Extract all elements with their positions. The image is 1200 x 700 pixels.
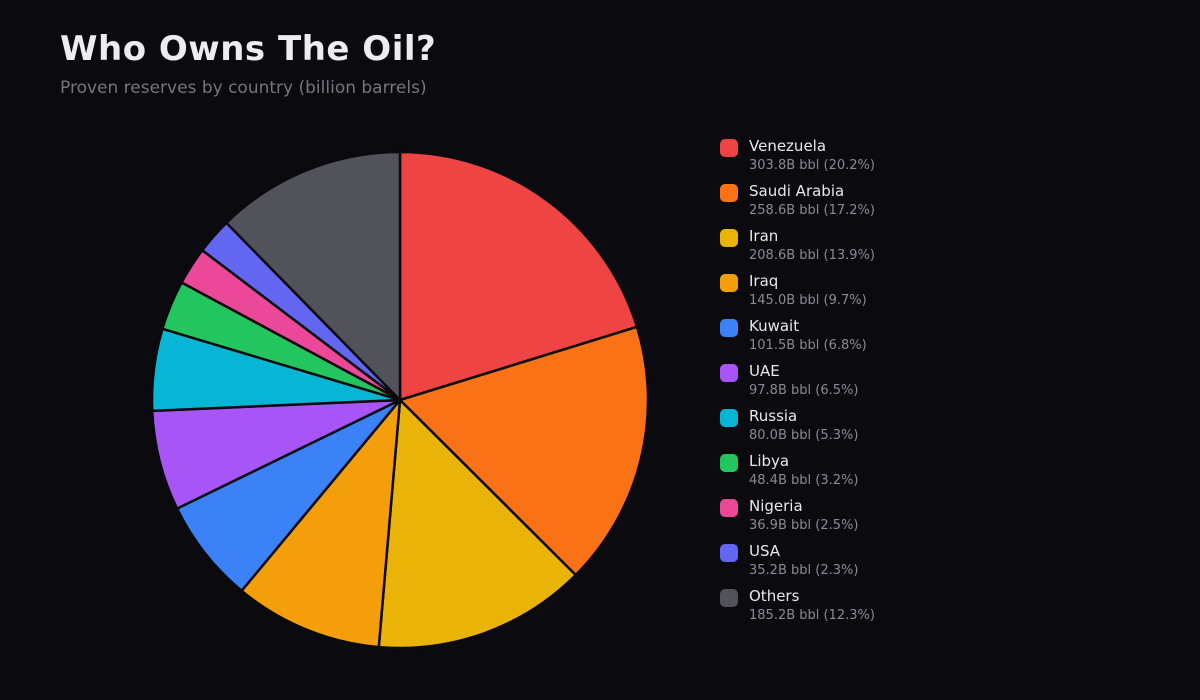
legend-label: Iraq [749,272,779,290]
legend-item-libya: Libya 48.4B bbl (3.2%) [720,452,875,489]
pie-slice-others [225,150,402,402]
legend-text: Others 185.2B bbl (12.3%) [749,587,875,624]
legend-swatch [720,319,738,337]
chart-title: Who Owns The Oil? [60,29,437,69]
legend-text: Nigeria 36.9B bbl (2.5%) [749,497,858,534]
legend-swatch [720,499,738,517]
legend-label: Venezuela [749,137,827,155]
legend-item-others: Others 185.2B bbl (12.3%) [720,587,875,624]
pie-chart [150,150,650,650]
legend-detail: 185.2B bbl (12.3%) [749,608,875,623]
pie-slice-kuwait [175,398,402,593]
legend-item-kuwait: Kuwait 101.5B bbl (6.8%) [720,317,875,354]
legend-swatch [720,274,738,292]
legend-item-nigeria: Nigeria 36.9B bbl (2.5%) [720,497,875,534]
legend-swatch [720,139,738,157]
legend-swatch [720,589,738,607]
legend-swatch [720,454,738,472]
legend-label: USA [749,542,781,560]
legend-text: Iran 208.6B bbl (13.9%) [749,227,875,264]
legend-item-iraq: Iraq 145.0B bbl (9.7%) [720,272,875,309]
pie-slice-venezuela [398,150,639,402]
legend-detail: 258.6B bbl (17.2%) [749,203,875,218]
legend-detail: 80.0B bbl (5.3%) [749,428,859,443]
legend-label: Others [749,587,800,605]
legend-item-venezuela: Venezuela 303.8B bbl (20.2%) [720,137,875,174]
legend-text: Iraq 145.0B bbl (9.7%) [749,272,867,309]
legend-detail: 97.8B bbl (6.5%) [749,383,859,398]
legend-swatch [720,184,738,202]
legend-text: Kuwait 101.5B bbl (6.8%) [749,317,867,354]
pie-chart-area [140,140,660,660]
legend-label: UAE [749,362,780,380]
legend-detail: 48.4B bbl (3.2%) [749,473,859,488]
legend-label: Saudi Arabia [749,182,845,200]
legend-text: Libya 48.4B bbl (3.2%) [749,452,858,489]
legend-swatch [720,229,738,247]
chart-header: Who Owns The Oil? Proven reserves by cou… [60,29,437,99]
legend-label: Russia [749,407,798,425]
legend-text: Russia 80.0B bbl (5.3%) [749,407,858,444]
legend-text: Venezuela 303.8B bbl (20.2%) [749,137,875,174]
pie-slice-iran [377,398,577,650]
legend-item-uae: UAE 97.8B bbl (6.5%) [720,362,875,399]
legend-item-russia: Russia 80.0B bbl (5.3%) [720,407,875,444]
legend-swatch [720,364,738,382]
legend-swatch [720,409,738,427]
legend-detail: 101.5B bbl (6.8%) [749,338,867,353]
legend-text: Saudi Arabia 258.6B bbl (17.2%) [749,182,875,219]
legend-text: UAE 97.8B bbl (6.5%) [749,362,858,399]
legend-detail: 35.2B bbl (2.3%) [749,563,859,578]
legend-label: Kuwait [749,317,800,335]
legend-detail: 208.6B bbl (13.9%) [749,248,875,263]
legend-item-iran: Iran 208.6B bbl (13.9%) [720,227,875,264]
legend-detail: 303.8B bbl (20.2%) [749,158,875,173]
legend-item-usa: USA 35.2B bbl (2.3%) [720,542,875,579]
legend-detail: 145.0B bbl (9.7%) [749,293,867,308]
legend-text: USA 35.2B bbl (2.3%) [749,542,858,579]
pie-slice-saudi-arabia [398,325,650,577]
legend-item-saudi-arabia: Saudi Arabia 258.6B bbl (17.2%) [720,182,875,219]
legend: Venezuela 303.8B bbl (20.2%) Saudi Arabi… [720,137,875,632]
legend-label: Libya [749,452,790,470]
legend-swatch [720,544,738,562]
legend-detail: 36.9B bbl (2.5%) [749,518,859,533]
pie-slice-iraq [240,398,402,649]
legend-label: Iran [749,227,779,245]
chart-subtitle: Proven reserves by country (billion barr… [60,78,427,99]
legend-label: Nigeria [749,497,803,515]
